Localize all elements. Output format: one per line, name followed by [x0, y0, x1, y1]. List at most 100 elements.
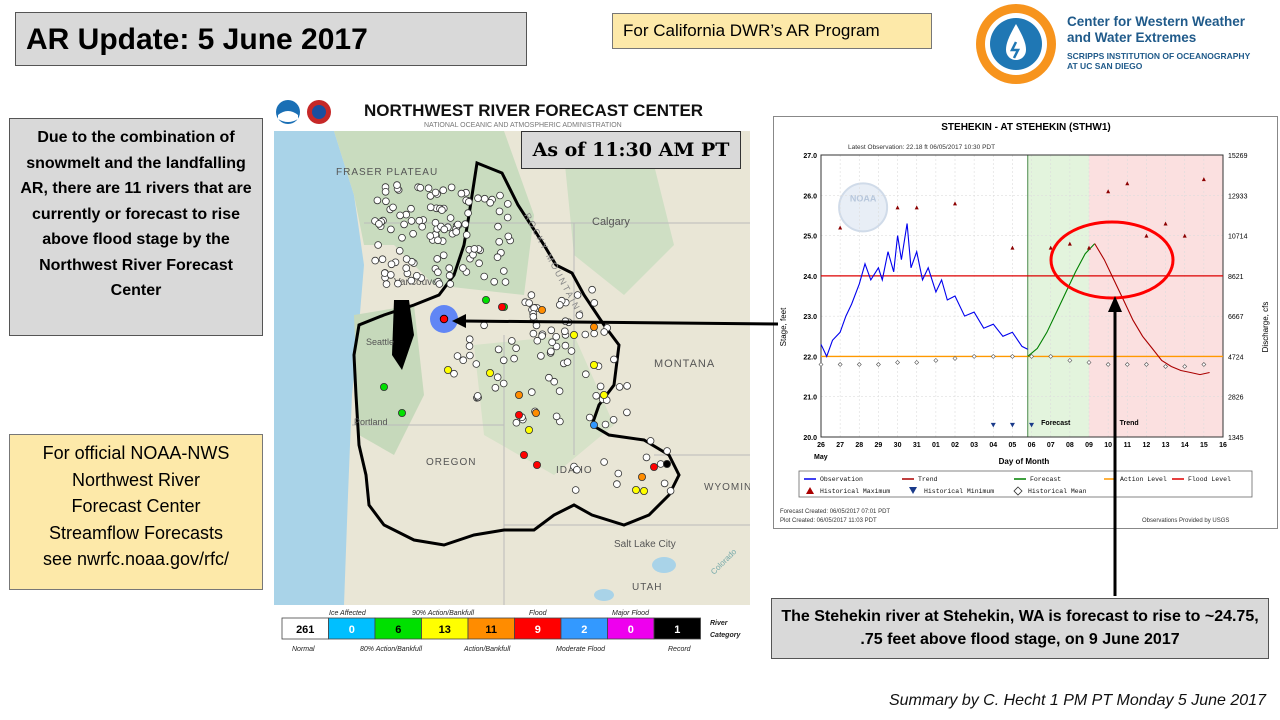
- place-label: MONTANA: [654, 358, 715, 370]
- place-label: UTAH: [632, 582, 662, 593]
- gauge-station-marker: [486, 199, 495, 207]
- gauge-station-marker: [495, 207, 504, 216]
- legend-swatches: 261 0 6 13 11 9 2 0 1: [281, 617, 701, 640]
- gauge-station-marker: [571, 486, 580, 494]
- nws-note-line: see nwrfc.noaa.gov/rfc/: [42, 549, 230, 569]
- summary-credit: Summary by C. Hecht 1 PM PT Monday 5 Jun…: [888, 692, 1266, 709]
- plot-frame: [820, 154, 1224, 438]
- x-tick-label: 11: [1124, 442, 1132, 449]
- gauge-station-marker: [599, 390, 608, 399]
- x-tick-label: 12: [1143, 442, 1151, 449]
- gauge-station-marker: [614, 469, 623, 478]
- x-tick-label: 13: [1162, 442, 1170, 449]
- historical-max-marker: [1010, 245, 1015, 250]
- stehekin-note: The Stehekin river at Stehekin, WA is fo…: [771, 598, 1269, 659]
- y-tick-label: 22.0: [803, 354, 817, 361]
- gauge-station-marker: [581, 370, 590, 379]
- gauge-station-marker: [461, 220, 470, 228]
- gauge-station-marker: [402, 264, 411, 272]
- program-label: For California DWR’s AR Program: [612, 13, 932, 49]
- historical-max-marker: [953, 201, 957, 206]
- gauge-station-marker: [581, 330, 590, 339]
- x-tick-label: 30: [894, 442, 902, 449]
- gauge-station-marker: [402, 255, 411, 263]
- gauge-station-marker: [613, 480, 621, 488]
- gauge-station-marker: [623, 408, 631, 417]
- y-tick-label: 27.0: [803, 153, 817, 160]
- gauge-station-marker: [590, 329, 599, 338]
- org-sub-line1: SCRIPPS INSTITUTION OF OCEANOGRAPHY: [1067, 51, 1251, 61]
- gauge-station-marker: [563, 358, 572, 366]
- gauge-station-marker: [387, 225, 395, 234]
- gauge-station-marker: [394, 279, 402, 288]
- gauge-station-marker: [400, 220, 408, 229]
- legend-bottom-label: 80% Action/Bankfull: [360, 646, 422, 653]
- org-sub-line2: AT UC SAN DIEGO: [1067, 61, 1143, 71]
- gauge-station-marker: [585, 413, 594, 422]
- gauge-station-marker: [407, 204, 415, 213]
- gauge-station-marker: [389, 203, 397, 212]
- gauge-station-marker: [560, 327, 569, 336]
- gauge-station-marker: [501, 278, 510, 286]
- gauge-station-marker: [480, 321, 488, 330]
- x-tick-label: 06: [1028, 442, 1036, 449]
- legend-count: 13: [439, 624, 451, 636]
- x-tick-label: 10: [1104, 442, 1112, 449]
- plot-created: Plot Created: 06/05/2017 11:03 PDT: [780, 518, 877, 524]
- map-header: NORTHWEST RIVER FORECAST CENTER: [364, 101, 703, 120]
- y-axis-label: Stage, feet: [779, 307, 788, 346]
- gauge-station-marker: [555, 301, 564, 309]
- historical-mean-marker: [1105, 362, 1111, 367]
- x-tick-label: 16: [1219, 442, 1227, 449]
- gauge-station-marker: [485, 368, 494, 377]
- historical-max-marker: [1201, 177, 1206, 182]
- historical-mean-marker: [1010, 354, 1015, 359]
- x-tick-label: 27: [836, 442, 844, 449]
- gauge-station-marker: [573, 465, 581, 474]
- legend-top-label: Ice Affected: [329, 610, 367, 617]
- place-label: WYOMING: [704, 482, 750, 493]
- gauge-station-marker: [480, 272, 489, 281]
- y2-tick-label: 15269: [1228, 153, 1248, 160]
- gauge-station-marker: [639, 486, 648, 495]
- gauge-station-marker: [473, 392, 482, 400]
- gauge-station-marker: [496, 191, 504, 200]
- gauge-station-marker: [402, 210, 411, 219]
- gauge-station-marker: [547, 326, 556, 335]
- columbia-basin-boundary: [352, 160, 681, 547]
- gauge-station-marker: [495, 238, 504, 246]
- x-tick-label: 09: [1085, 442, 1093, 449]
- gauge-station-marker: [426, 232, 435, 240]
- gauge-station-marker: [552, 333, 561, 341]
- gauge-station-marker: [415, 216, 424, 225]
- gauge-station-marker: [434, 268, 442, 277]
- noaa-watermark-icon: [838, 182, 889, 233]
- gauge-station-marker: [623, 382, 631, 390]
- gauge-station-marker: [646, 437, 655, 445]
- gauge-station-marker: [499, 379, 508, 388]
- historical-min-marker: [1029, 422, 1035, 428]
- gauge-station-marker: [440, 225, 449, 234]
- gauge-station-marker: [439, 186, 448, 194]
- gauge-station-marker: [493, 373, 502, 382]
- historical-mean-marker: [914, 360, 920, 365]
- gauge-station-marker: [545, 373, 553, 382]
- gauge-station-marker: [464, 209, 472, 217]
- gauge-station-marker: [426, 203, 435, 212]
- hydrograph: STEHEKIN - AT STEHEKIN (STHW1) Latest Ob…: [779, 122, 1270, 524]
- x-tick-label: 04: [989, 442, 997, 449]
- gauge-station-marker: [371, 256, 379, 265]
- legend-count: 0: [628, 624, 634, 636]
- nws-note-line: Northwest River: [71, 469, 201, 490]
- gauge-station-marker: [649, 462, 658, 471]
- gauge-station-marker: [590, 299, 599, 307]
- gauge-station-marker: [434, 236, 442, 245]
- gauge-station-marker: [537, 352, 545, 360]
- gauge-station-marker: [447, 183, 456, 192]
- gauge-station-marker: [491, 383, 500, 392]
- historical-mean-marker: [876, 362, 881, 367]
- gauge-station-marker: [615, 383, 624, 391]
- y2-tick-label: 10714: [1228, 234, 1248, 241]
- gauge-station-marker: [382, 280, 391, 288]
- place-label: FRASER PLATEAU: [336, 167, 438, 178]
